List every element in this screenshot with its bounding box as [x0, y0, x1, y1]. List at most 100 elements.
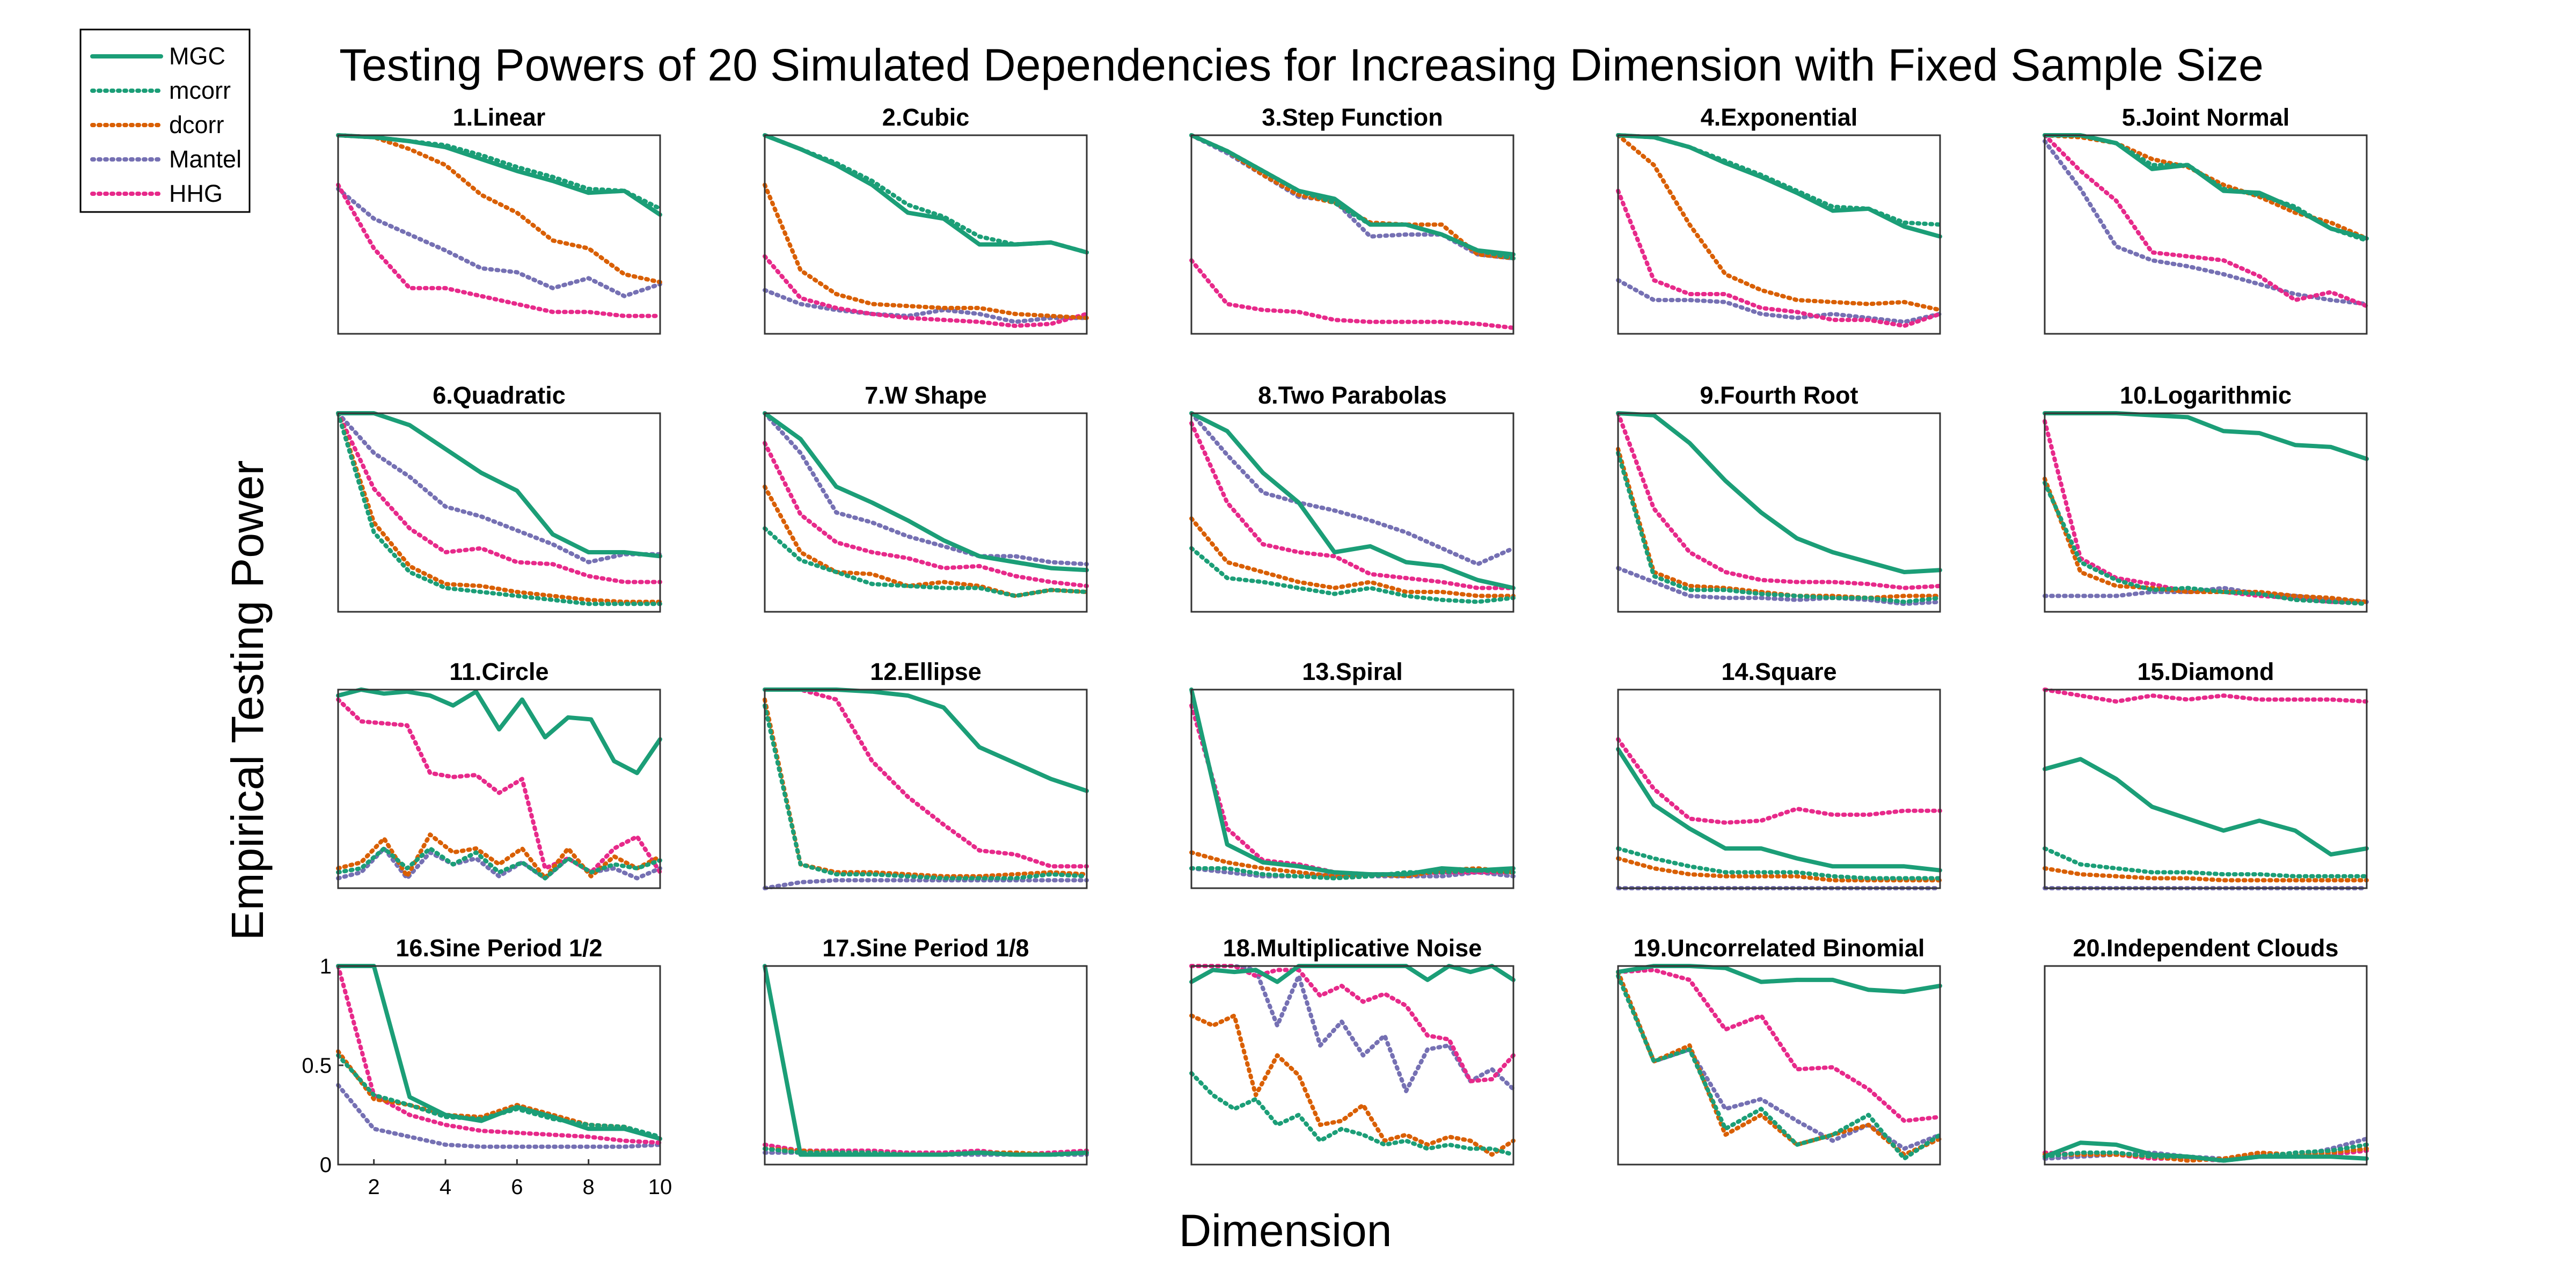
legend: MGC mcorr dcorr Mantel HHG: [79, 28, 251, 213]
panel-3: 3.Step Function: [1189, 104, 1516, 335]
series-line-mantel: [763, 411, 1089, 567]
panel-title: 9.Fourth Root: [1700, 382, 1858, 409]
series-line-mantel: [336, 186, 662, 298]
series-line-mantel: [763, 288, 1089, 324]
panel-title: 3.Step Function: [1262, 104, 1443, 131]
panel-frame: [1617, 134, 1941, 335]
series-line-hhg: [336, 182, 662, 318]
panel-title: 8.Two Parabolas: [1258, 382, 1447, 409]
series-line-mcorr: [336, 133, 662, 211]
panel-frame: [337, 965, 661, 1166]
panel-frame: [1190, 689, 1514, 889]
series-line-dcorr: [336, 133, 662, 284]
panel-frame: [2044, 134, 2368, 335]
series-line-mgc: [1616, 747, 1942, 873]
panel-title: 13.Spiral: [1302, 658, 1403, 685]
panel-frame: [337, 689, 661, 889]
panel-title: 5.Joint Normal: [2122, 104, 2290, 131]
panel-title: 16.Sine Period 1/2: [396, 934, 602, 962]
series-line-mantel: [336, 846, 662, 881]
series-line-mcorr: [2043, 133, 2369, 243]
series-line-mantel: [1189, 133, 1516, 261]
x-tick-label: 6: [511, 1175, 523, 1199]
series-line-mantel: [1189, 411, 1516, 567]
series-line-mcorr: [1616, 451, 1942, 604]
legend-label-mgc: MGC: [169, 42, 225, 70]
series-line-hhg: [1189, 258, 1516, 330]
panel-title: 2.Cubic: [882, 104, 970, 131]
series-line-mcorr: [763, 703, 1089, 881]
panel-frame: [337, 134, 661, 335]
series-line-dcorr: [763, 182, 1089, 320]
series-line-mcorr: [763, 526, 1089, 598]
y-tick-label: 1: [320, 955, 332, 978]
x-tick-label: 2: [368, 1175, 380, 1199]
series-line-mgc: [1189, 411, 1516, 590]
series-line-mgc: [763, 411, 1089, 573]
series-line-mgc: [1616, 133, 1942, 239]
legend-label-dcorr: dcorr: [169, 111, 224, 138]
series-line-dcorr: [1189, 1013, 1516, 1157]
series-line-mgc: [336, 133, 662, 217]
panel-title: 20.Independent Clouds: [2073, 934, 2338, 962]
panel-title: 15.Diamond: [2137, 658, 2274, 685]
series-line-mgc: [1616, 964, 1942, 994]
panel-16: 16.Sine Period 1/2 2 4 6 8 10 0 0.5 1: [302, 934, 672, 1199]
panel-8: 8.Two Parabolas: [1189, 382, 1516, 613]
panel-title: 19.Uncorrelated Binomial: [1634, 934, 1925, 962]
series-line-mcorr: [336, 1053, 662, 1139]
series-line-mantel: [1189, 964, 1516, 1094]
series-line-mgc: [2043, 411, 2369, 462]
panel-frame: [764, 134, 1088, 335]
legend-label-hhg: HHG: [169, 180, 223, 207]
x-tick-label: 4: [440, 1175, 451, 1199]
panel-frame: [1617, 412, 1941, 613]
figure-title: Testing Powers of 20 Simulated Dependenc…: [339, 40, 2264, 90]
series-line-mcorr: [1616, 974, 1942, 1161]
panel-frame: [1617, 689, 1941, 889]
panel-5: 5.Joint Normal: [2043, 104, 2369, 335]
series-line-hhg: [1189, 421, 1516, 590]
series-line-mgc: [336, 964, 662, 1141]
x-axis-label: Dimension: [1179, 1205, 1392, 1256]
series-line-hhg: [336, 697, 662, 875]
series-line-hhg: [1616, 411, 1942, 590]
panel-frame: [764, 965, 1088, 1166]
panel-grid: 1.Linear 2.Cubic 3.Step Function 4.Exponent…: [302, 104, 2369, 1199]
series-line-mgc: [1189, 133, 1516, 257]
legend-box: [79, 28, 251, 213]
panel-4: 4.Exponential: [1616, 104, 1942, 335]
series-line-mcorr: [1189, 546, 1516, 604]
panel-14: 14.Square: [1616, 658, 1942, 890]
panel-9: 9.Fourth Root: [1616, 382, 1942, 613]
panel-2: 2.Cubic: [763, 104, 1089, 335]
panel-title: 17.Sine Period 1/8: [822, 934, 1029, 962]
series-line-mcorr: [1616, 846, 1942, 881]
series-line-dcorr: [1189, 516, 1516, 598]
series-line-mantel: [1616, 278, 1942, 324]
panel-frame: [764, 412, 1088, 613]
series-line-mantel: [2043, 139, 2369, 306]
panel-frame: [337, 412, 661, 613]
series-line-dcorr: [2043, 477, 2369, 604]
series-line-mantel: [763, 878, 1089, 890]
series-line-dcorr: [336, 832, 662, 881]
series-line-dcorr: [336, 411, 662, 604]
panel-12: 12.Ellipse: [763, 658, 1089, 890]
series-line-mantel: [336, 1083, 662, 1149]
series-line-hhg: [2043, 687, 2369, 704]
panel-title: 7.W Shape: [865, 382, 987, 409]
panel-title: 11.Circle: [449, 658, 548, 685]
series-line-mgc: [2043, 757, 2369, 857]
panel-title: 6.Quadratic: [433, 382, 566, 409]
series-line-hhg: [763, 254, 1089, 328]
series-line-mgc: [2043, 1140, 2369, 1163]
series-line-dcorr: [1616, 133, 1942, 312]
series-line-mgc: [336, 411, 662, 559]
series-line-mgc: [763, 133, 1089, 255]
series-line-hhg: [2043, 133, 2369, 309]
series-line-mantel: [1616, 566, 1942, 606]
panel-frame: [1617, 965, 1941, 1166]
y-tick-label: 0: [320, 1153, 332, 1177]
series-line-mcorr: [336, 846, 662, 881]
